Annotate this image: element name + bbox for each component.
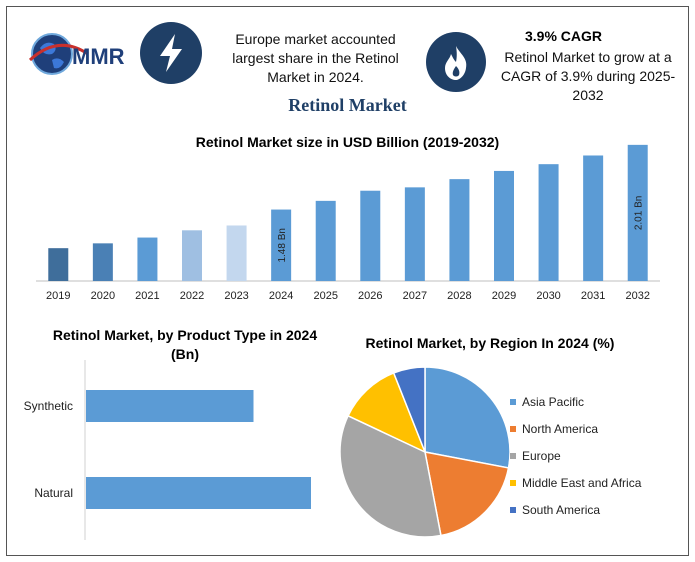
pie-slice-europe bbox=[339, 414, 442, 538]
pie-slice-north-america bbox=[424, 451, 510, 537]
bar-2021 bbox=[137, 237, 158, 281]
x-tick-label: 2031 bbox=[581, 290, 605, 302]
infographic-frame bbox=[6, 6, 689, 556]
bar-2025 bbox=[315, 200, 336, 281]
mmr-logo: MMR bbox=[28, 24, 138, 84]
product-type-chart-title: Retinol Market, by Product Type in 2024 … bbox=[52, 327, 318, 362]
legend-label: Asia Pacific bbox=[522, 394, 585, 409]
legend-item: Europe bbox=[510, 442, 641, 469]
region-legend: Asia Pacific North America Europe Middle Ea… bbox=[510, 388, 641, 523]
flame-icon bbox=[426, 32, 486, 92]
bar-2032 bbox=[627, 144, 648, 281]
x-tick-label: 2028 bbox=[447, 290, 471, 302]
x-tick-label: 2029 bbox=[492, 290, 516, 302]
legend-label: Middle East and Africa bbox=[522, 475, 642, 490]
bar-2029 bbox=[494, 170, 514, 281]
legend-swatch bbox=[510, 452, 516, 459]
legend-item: Middle East and Africa bbox=[510, 469, 641, 496]
y-tick-label: Natural bbox=[34, 486, 73, 500]
lightning-icon bbox=[140, 22, 202, 84]
x-tick-label: 2020 bbox=[91, 290, 115, 302]
legend-item: Asia Pacific bbox=[510, 388, 641, 415]
data-label: 2.01 Bn bbox=[634, 196, 645, 230]
pie-slice-south-america bbox=[392, 366, 426, 453]
x-tick-label: 2030 bbox=[536, 290, 560, 302]
y-tick-label: Synthetic bbox=[24, 399, 73, 413]
logo-text: MMR bbox=[72, 44, 125, 69]
bar-2024 bbox=[271, 209, 292, 281]
cagr-title: 3.9% CAGR bbox=[525, 28, 603, 44]
x-tick-label: 2032 bbox=[625, 290, 649, 302]
legend-label: North America bbox=[522, 421, 599, 436]
x-tick-label: 2022 bbox=[180, 290, 204, 302]
x-tick-label: 2027 bbox=[403, 290, 427, 302]
pie-slice-asia-pacific bbox=[424, 366, 511, 469]
bar-2027 bbox=[404, 187, 425, 281]
bar-2020 bbox=[92, 243, 113, 281]
x-tick-label: 2021 bbox=[135, 290, 159, 302]
legend-label: South America bbox=[522, 502, 601, 517]
x-tick-label: 2025 bbox=[313, 290, 337, 302]
x-tick-label: 2019 bbox=[46, 290, 70, 302]
bar-2028 bbox=[449, 179, 470, 281]
pie-slice-middle-east-and-africa bbox=[347, 371, 427, 454]
product-type-bar-chart: Synthetic Natural bbox=[24, 360, 311, 540]
data-label: 1.48 Bn bbox=[277, 228, 288, 262]
bar-2026 bbox=[360, 190, 381, 281]
legend-item: South America bbox=[510, 496, 641, 523]
main-title: Retinol Market bbox=[288, 95, 407, 115]
x-tick-label: 2023 bbox=[224, 290, 248, 302]
market-size-chart-title: Retinol Market size in USD Billion (2019… bbox=[195, 134, 500, 150]
legend-label: Europe bbox=[522, 448, 561, 463]
x-tick-label: 2026 bbox=[358, 290, 382, 302]
bar-2019 bbox=[48, 248, 69, 281]
bar-2022 bbox=[182, 230, 202, 281]
legend-swatch bbox=[510, 479, 516, 486]
region-chart-title: Retinol Market, by Region In 2024 (%) bbox=[365, 335, 615, 351]
bar-natural bbox=[86, 477, 311, 509]
legend-swatch bbox=[510, 425, 516, 432]
bar-2030 bbox=[538, 164, 559, 281]
legend-swatch bbox=[510, 398, 516, 405]
market-size-bar-chart: 2019 2020 2021 2022 2023 2024 2025 2026 2027 2028… bbox=[36, 144, 660, 302]
bar-2023 bbox=[226, 225, 247, 281]
bar-2031 bbox=[583, 155, 604, 281]
region-pie-chart bbox=[339, 366, 511, 538]
cagr-text: Retinol Market to grow at a CAGR of 3.9%… bbox=[500, 49, 676, 103]
legend-swatch bbox=[510, 506, 516, 513]
legend-item: North America bbox=[510, 415, 641, 442]
europe-share-text: Europe market accounted largest share in… bbox=[232, 31, 399, 85]
bar-synthetic bbox=[86, 390, 254, 422]
x-tick-label: 2024 bbox=[269, 290, 293, 302]
